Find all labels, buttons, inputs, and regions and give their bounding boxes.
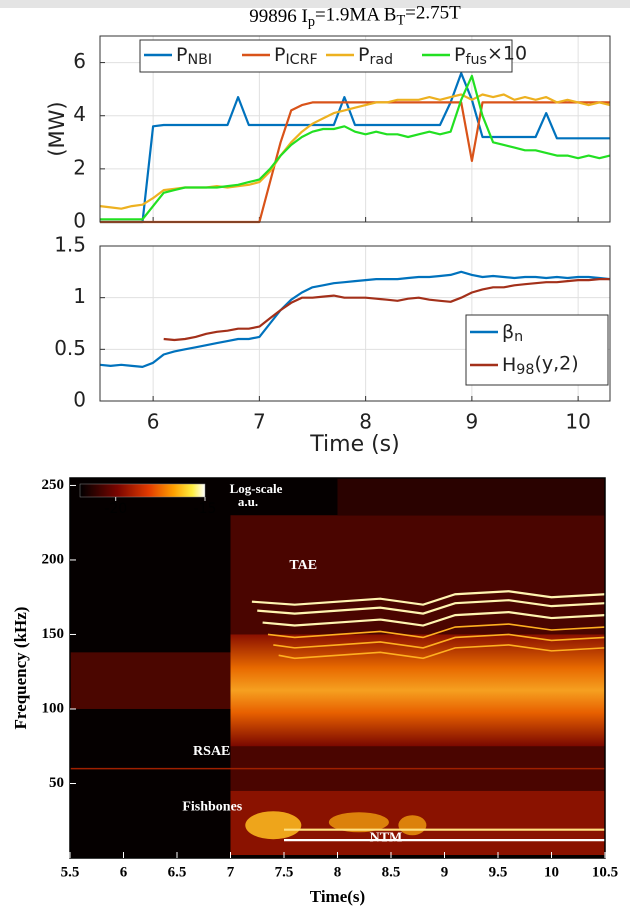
tae-mode [267, 623, 605, 639]
annotation: Fishbones [182, 800, 242, 815]
y-tick-label: 200 [42, 551, 65, 567]
chart-title: 99896 Ip=1.9MA BT=2.75T [249, 3, 461, 30]
x-tick-label: 10 [565, 410, 590, 434]
spectrogram-image [70, 478, 605, 858]
annotation: RSAE [193, 744, 230, 759]
x-tick-label: 8 [359, 410, 372, 434]
y-tick-label: 1 [73, 284, 86, 308]
series-line [99, 270, 611, 368]
y-tick-label: 0 [73, 388, 86, 412]
legend-label: PICRF [274, 44, 318, 68]
tae-mode [262, 611, 605, 627]
axes-frame [99, 245, 611, 402]
tae-mode [273, 633, 605, 649]
colorbar-tick-label: -15 [194, 501, 217, 517]
axes-frame [99, 35, 611, 223]
x-tick-label: 5.5 [61, 864, 80, 880]
fishbone-blob [245, 811, 302, 840]
annotation: NTM [370, 831, 403, 846]
x-tick-label: 8 [334, 864, 342, 880]
tae-mode [251, 590, 605, 606]
y-axis-label: (MW) [45, 101, 69, 156]
annotation: TAE [289, 558, 317, 573]
y-tick-label: 150 [42, 626, 65, 642]
x-tick-label: 9 [441, 864, 449, 880]
y-tick-label: 50 [49, 775, 64, 791]
legend-label: H98(y,2) [502, 352, 579, 378]
legend-label: PNBI [176, 44, 212, 68]
series-line [163, 278, 610, 342]
x-tick-label: 7 [253, 410, 266, 434]
spec-top-bg [337, 478, 605, 516]
series-line [100, 74, 611, 221]
legend-label: Prad [358, 44, 393, 68]
colorbar [79, 483, 206, 498]
top-band [0, 0, 630, 8]
colorbar-label: Log-scale [230, 481, 283, 496]
y-tick-label: 6 [73, 49, 86, 73]
legend-label: βn [502, 321, 523, 345]
y-tick-label: 2 [73, 155, 86, 179]
y-tick-label: 0.5 [54, 336, 86, 360]
x-tick-label: 6.5 [168, 864, 187, 880]
tae-mode [278, 644, 605, 660]
y-axis-label: Frequency (kHz) [11, 607, 30, 730]
tae-mode [257, 599, 605, 615]
colorbar-tick-label: -20 [104, 501, 127, 517]
x-axis-label: Time (s) [309, 432, 399, 457]
legend-label: Pfus×10 [454, 42, 527, 68]
fishbone-blob [398, 815, 427, 836]
x-tick-label: 7.5 [275, 864, 294, 880]
x-tick-label: 7 [227, 864, 235, 880]
spec-mid-band [230, 634, 605, 747]
legend-box [465, 314, 609, 386]
y-tick-label: 1.5 [54, 233, 86, 257]
y-tick-label: 100 [42, 700, 65, 716]
x-tick-label: 9 [466, 410, 479, 434]
spec-pre-band [70, 652, 231, 709]
y-tick-label: 0 [73, 209, 86, 233]
y-tick-label: 4 [73, 102, 86, 126]
x-tick-label: 10.5 [592, 864, 618, 880]
x-axis-label: Time(s) [310, 887, 365, 906]
x-tick-label: 8.5 [382, 864, 401, 880]
colorbar-label: a.u. [238, 494, 258, 509]
x-tick-label: 6 [147, 410, 160, 434]
x-tick-label: 10 [544, 864, 559, 880]
x-tick-label: 9.5 [489, 864, 508, 880]
series-line [100, 72, 610, 224]
x-tick-label: 6 [120, 864, 128, 880]
y-tick-label: 250 [42, 477, 65, 493]
fishbone-blob [328, 812, 389, 833]
